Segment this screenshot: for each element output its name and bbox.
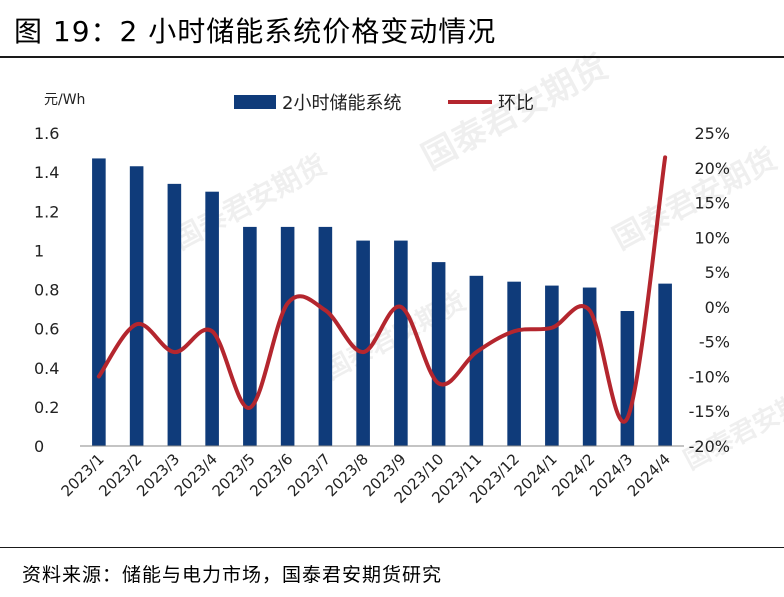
y-left-tick-label: 1.6 bbox=[34, 124, 59, 143]
y-right-tick-label: 5% bbox=[705, 263, 730, 282]
y-right-tick-label: 25% bbox=[694, 124, 730, 143]
y-left-unit-label: 元/Wh bbox=[44, 92, 85, 108]
y-left-tick-label: 0.6 bbox=[34, 320, 59, 339]
bar bbox=[545, 285, 559, 446]
bar bbox=[394, 240, 408, 446]
legend-bar-swatch bbox=[234, 95, 276, 109]
y-left-tick-label: 1.4 bbox=[34, 163, 59, 182]
y-right-tick-label: -15% bbox=[689, 402, 730, 421]
footer-divider bbox=[0, 547, 784, 548]
bar bbox=[469, 275, 484, 446]
y-right-tick-label: 10% bbox=[694, 228, 730, 247]
bar bbox=[205, 191, 219, 446]
bar bbox=[167, 183, 182, 447]
y-left-tick-label: 0.2 bbox=[34, 398, 59, 417]
y-right-tick-label: -10% bbox=[689, 367, 730, 386]
y-right-tick-label: 20% bbox=[694, 159, 730, 178]
bar bbox=[658, 283, 672, 446]
bar-series bbox=[92, 158, 672, 447]
bar bbox=[356, 240, 370, 446]
bar bbox=[507, 281, 521, 446]
bar bbox=[92, 158, 106, 446]
y-right-tick-label: 15% bbox=[694, 194, 730, 213]
bar bbox=[582, 287, 597, 446]
legend-line-label: 环比 bbox=[498, 93, 534, 114]
y-left-tick-label: 0.8 bbox=[34, 281, 59, 300]
watermark-text: 国泰君安期货 bbox=[679, 376, 784, 477]
y-left-tick-label: 1.2 bbox=[34, 202, 59, 221]
bar bbox=[129, 166, 144, 446]
legend-bar-label: 2小时储能系统 bbox=[282, 93, 401, 114]
y-left-tick-label: 1 bbox=[34, 241, 44, 260]
bar bbox=[431, 262, 446, 446]
line-series bbox=[96, 155, 668, 424]
line-path bbox=[96, 155, 668, 424]
y-left-tick-label: 0.4 bbox=[34, 359, 59, 378]
bar bbox=[280, 226, 295, 446]
bar bbox=[620, 311, 635, 446]
title-divider bbox=[0, 56, 784, 58]
x-tick-label: 2024/4 bbox=[624, 450, 674, 500]
bar bbox=[243, 226, 257, 446]
y-right-tick-label: 0% bbox=[705, 298, 730, 317]
y-left-tick-label: 0 bbox=[34, 437, 44, 456]
y-right-tick-label: -20% bbox=[689, 437, 730, 456]
source-note: 资料来源：储能与电力市场，国泰君安期货研究 bbox=[22, 564, 443, 586]
chart-title: 图 19：2 小时储能系统价格变动情况 bbox=[14, 15, 497, 48]
y-right-tick-label: -5% bbox=[699, 333, 730, 352]
bar bbox=[318, 226, 333, 446]
legend: 2小时储能系统 环比 bbox=[234, 93, 534, 114]
